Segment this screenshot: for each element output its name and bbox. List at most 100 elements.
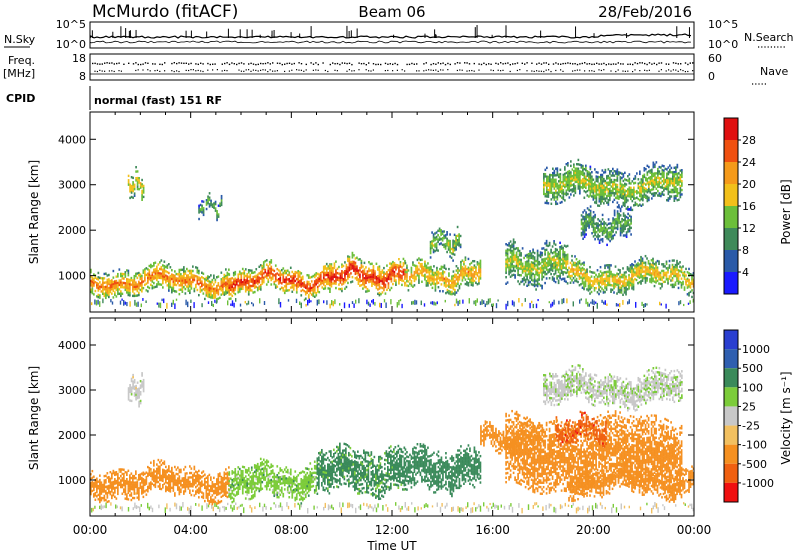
- heatmap-cell: [186, 277, 188, 279]
- heatmap-cell: [409, 283, 411, 285]
- nave-dot: [589, 70, 590, 71]
- noise-cell: [288, 299, 289, 301]
- heatmap-cell: [548, 189, 550, 191]
- heatmap-cell: [388, 273, 390, 275]
- heatmap-cell: [526, 274, 528, 276]
- nave-dot: [666, 70, 667, 71]
- heatmap-cell: [179, 273, 181, 275]
- heatmap-cell: [441, 268, 443, 270]
- heatmap-cell: [267, 265, 269, 267]
- heatmap-cell: [688, 281, 690, 283]
- heatmap-cell: [352, 263, 354, 265]
- heatmap-cell: [568, 271, 570, 273]
- noise-cell: [174, 303, 175, 309]
- heatmap-cell: [443, 246, 445, 248]
- freq-dot: [344, 63, 345, 64]
- heatmap-cell: [590, 223, 592, 225]
- heatmap-cell: [206, 208, 208, 210]
- heatmap-cell: [541, 254, 543, 256]
- heatmap-cell: [624, 228, 626, 230]
- heatmap-cell: [615, 274, 617, 276]
- heatmap-cell: [185, 279, 187, 281]
- heatmap-cell: [364, 284, 366, 286]
- heatmap-cell: [128, 179, 130, 181]
- noise-cell: [485, 304, 486, 307]
- freq-dot: [577, 64, 578, 65]
- nave-dot: [426, 70, 427, 71]
- heatmap-cell: [380, 275, 382, 277]
- heatmap-cell: [585, 187, 587, 189]
- heatmap-cell: [514, 241, 516, 243]
- date-title: 28/Feb/2016: [598, 3, 692, 21]
- heatmap-cell: [338, 277, 340, 279]
- heatmap-cell: [600, 202, 602, 204]
- heatmap-cell: [168, 287, 170, 289]
- heatmap-cell: [556, 249, 558, 251]
- heatmap-cell: [610, 271, 612, 273]
- heatmap-cell: [153, 282, 155, 284]
- heatmap-cell: [430, 250, 432, 252]
- noise-cell: [550, 304, 551, 308]
- heatmap-cell: [576, 273, 578, 275]
- heatmap-cell: [373, 265, 375, 267]
- heatmap-cell: [517, 269, 519, 271]
- heatmap-cell: [526, 256, 528, 258]
- heatmap-cell: [147, 290, 149, 292]
- heatmap-cell: [528, 273, 530, 275]
- heatmap-cell: [669, 178, 671, 180]
- freq-dot: [253, 63, 254, 64]
- heatmap-cell: [672, 189, 674, 191]
- heatmap-cell: [526, 254, 528, 256]
- heatmap-cell: [559, 255, 561, 257]
- heatmap-cell: [99, 281, 101, 283]
- heatmap-cell: [576, 172, 578, 174]
- heatmap-cell: [601, 283, 603, 285]
- heatmap-cell: [125, 271, 127, 273]
- heatmap-cell: [657, 273, 659, 275]
- heatmap-cell: [552, 252, 554, 254]
- heatmap-cell: [563, 182, 565, 184]
- heatmap-cell: [582, 287, 584, 289]
- heatmap-cell: [141, 183, 143, 185]
- heatmap-cell: [147, 268, 149, 270]
- heatmap-cell: [612, 185, 614, 187]
- freq-dot: [634, 62, 635, 63]
- heatmap-cell: [379, 279, 381, 281]
- heatmap-cell: [197, 276, 199, 278]
- heatmap-cell: [573, 177, 575, 179]
- heatmap-cell: [606, 235, 608, 237]
- heatmap-cell: [629, 186, 631, 188]
- heatmap-cell: [549, 189, 551, 191]
- heatmap-cell: [611, 231, 613, 233]
- nave-dot: [188, 70, 189, 71]
- heatmap-cell: [605, 227, 607, 229]
- heatmap-cell: [650, 191, 652, 193]
- noise-cell: [416, 300, 417, 304]
- heatmap-cell: [609, 266, 611, 268]
- heatmap-cell: [249, 274, 251, 276]
- noise-cell: [689, 300, 690, 304]
- heatmap-cell: [646, 273, 648, 275]
- heatmap-cell: [140, 273, 142, 275]
- heatmap-cell: [379, 270, 381, 272]
- heatmap-cell: [159, 277, 161, 279]
- heatmap-cell: [164, 269, 166, 271]
- heatmap-cell: [537, 272, 539, 274]
- heatmap-cell: [634, 278, 636, 280]
- heatmap-cell: [553, 280, 555, 282]
- heatmap-cell: [231, 286, 233, 288]
- heatmap-cell: [300, 294, 302, 296]
- heatmap-cell: [590, 172, 592, 174]
- heatmap-cell: [368, 261, 370, 263]
- heatmap-cell: [401, 275, 403, 277]
- heatmap-cell: [432, 269, 434, 271]
- heatmap-cell: [321, 286, 323, 288]
- heatmap-cell: [549, 277, 551, 279]
- heatmap-cell: [546, 244, 548, 246]
- heatmap-cell: [436, 276, 438, 278]
- heatmap-cell: [631, 276, 633, 278]
- heatmap-cell: [639, 266, 641, 268]
- heatmap-cell: [600, 176, 602, 178]
- freq-dot: [474, 63, 475, 64]
- heatmap-cell: [554, 183, 556, 185]
